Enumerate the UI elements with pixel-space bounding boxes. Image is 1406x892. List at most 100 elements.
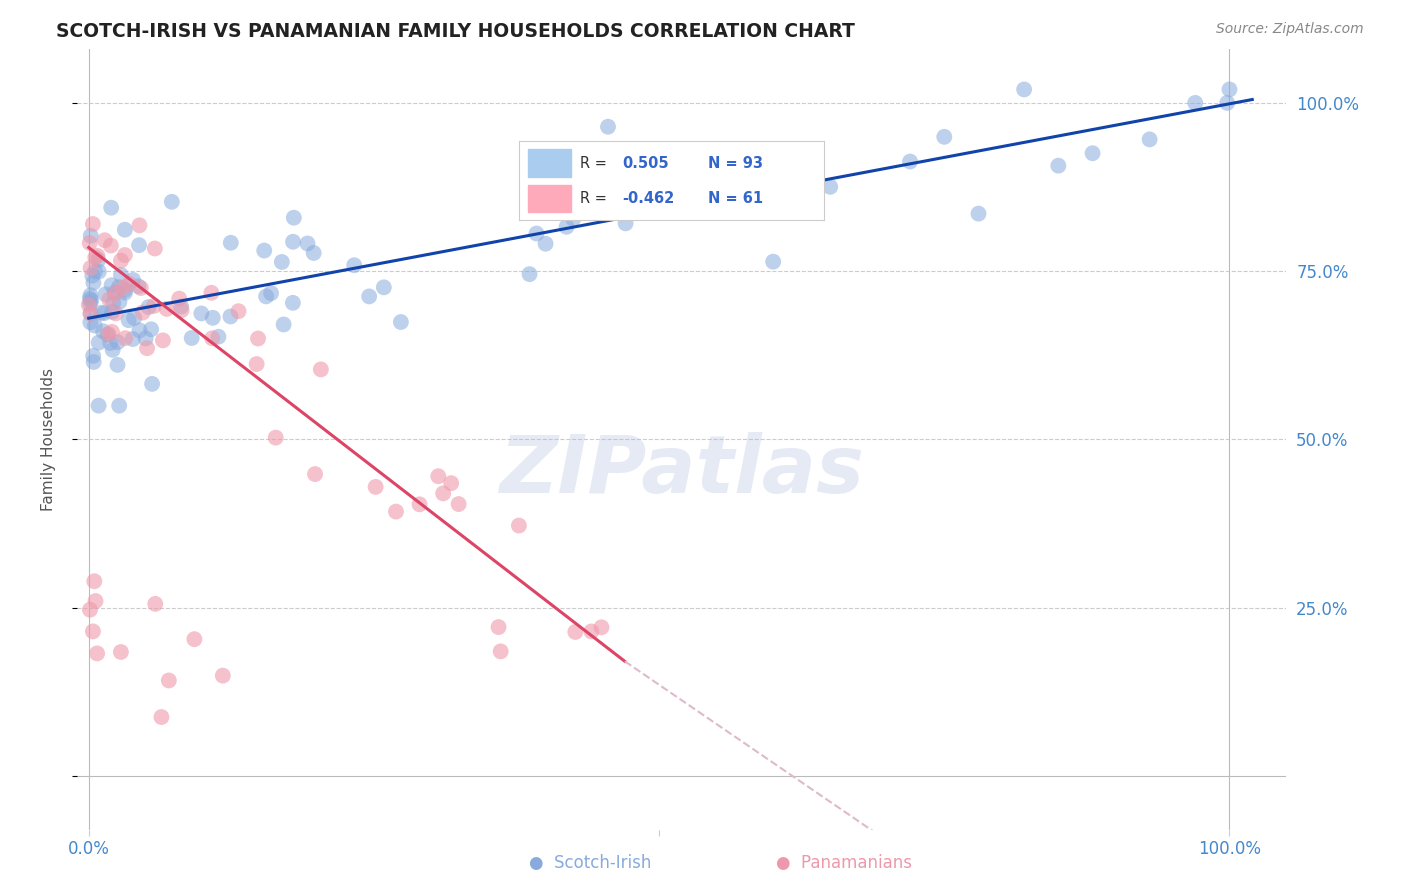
Point [555, 219, 578, 234]
Point [101, 296, 124, 310]
Point [118, 277, 141, 291]
Point [246, 357, 269, 371]
Point [273, 318, 295, 332]
Point [77, 298, 100, 312]
Point [108, 294, 131, 309]
Point [83, 355, 105, 369]
Point [86, 647, 108, 661]
Point [79, 603, 101, 617]
Point [110, 268, 132, 282]
Point [84, 251, 107, 265]
Point [170, 300, 193, 314]
Point [110, 645, 132, 659]
Text: ●  Panamanians: ● Panamanians [776, 855, 911, 872]
Point [127, 279, 149, 293]
Point [108, 399, 131, 413]
Point [141, 322, 163, 336]
Point [80, 306, 103, 320]
Point [79, 296, 101, 310]
Point [427, 469, 450, 483]
Text: ZIPatlas: ZIPatlas [499, 432, 865, 509]
Point [581, 624, 603, 639]
Point [591, 620, 613, 634]
Point [118, 313, 141, 327]
Point [129, 281, 152, 295]
Point [100, 278, 122, 293]
Point [1218, 82, 1240, 96]
Text: R =: R = [581, 191, 612, 206]
Point [152, 334, 174, 348]
Point [128, 219, 150, 233]
Point [98, 336, 121, 351]
Point [114, 248, 136, 262]
Point [304, 467, 326, 481]
Point [79, 306, 101, 320]
Point [219, 310, 242, 324]
Point [201, 331, 224, 345]
Point [79, 288, 101, 302]
Point [264, 431, 287, 445]
Point [114, 331, 136, 345]
Point [101, 305, 124, 319]
Point [114, 285, 136, 300]
FancyBboxPatch shape [529, 149, 571, 177]
Point [1216, 95, 1239, 110]
Point [567, 179, 589, 194]
Point [281, 235, 304, 249]
Point [207, 330, 229, 344]
Point [114, 283, 136, 297]
Point [343, 258, 366, 272]
Point [526, 227, 548, 241]
Text: R =: R = [581, 155, 612, 170]
Point [157, 673, 180, 688]
Point [143, 597, 166, 611]
Point [108, 280, 131, 294]
Point [83, 318, 105, 333]
Point [110, 253, 132, 268]
Point [136, 341, 159, 355]
Point [281, 295, 304, 310]
Point [82, 268, 104, 283]
Point [135, 331, 157, 345]
Point [309, 362, 332, 376]
Point [111, 281, 134, 295]
Point [592, 175, 614, 189]
Point [1047, 159, 1070, 173]
Point [132, 305, 155, 319]
Point [84, 264, 107, 278]
Point [122, 273, 145, 287]
Point [302, 246, 325, 260]
Point [967, 206, 990, 220]
Point [114, 223, 136, 237]
Point [167, 292, 190, 306]
Point [97, 326, 120, 341]
Point [128, 323, 150, 337]
Point [1081, 146, 1104, 161]
Point [87, 335, 110, 350]
Point [87, 399, 110, 413]
Point [138, 300, 160, 314]
Point [440, 476, 463, 491]
Point [79, 260, 101, 275]
Point [156, 301, 179, 316]
Point [79, 315, 101, 329]
Point [104, 306, 127, 320]
Point [201, 310, 224, 325]
Point [143, 242, 166, 256]
FancyBboxPatch shape [529, 185, 571, 212]
Point [107, 358, 129, 372]
Point [671, 149, 693, 163]
Point [122, 310, 145, 325]
Point [211, 668, 233, 682]
Point [1184, 95, 1206, 110]
Point [898, 154, 921, 169]
Point [1139, 132, 1161, 146]
Point [283, 211, 305, 225]
Point [128, 238, 150, 252]
Point [488, 620, 510, 634]
Point [359, 289, 381, 303]
Y-axis label: Family Households: Family Households [42, 368, 56, 511]
Point [534, 236, 557, 251]
Point [80, 293, 103, 308]
Point [183, 632, 205, 647]
